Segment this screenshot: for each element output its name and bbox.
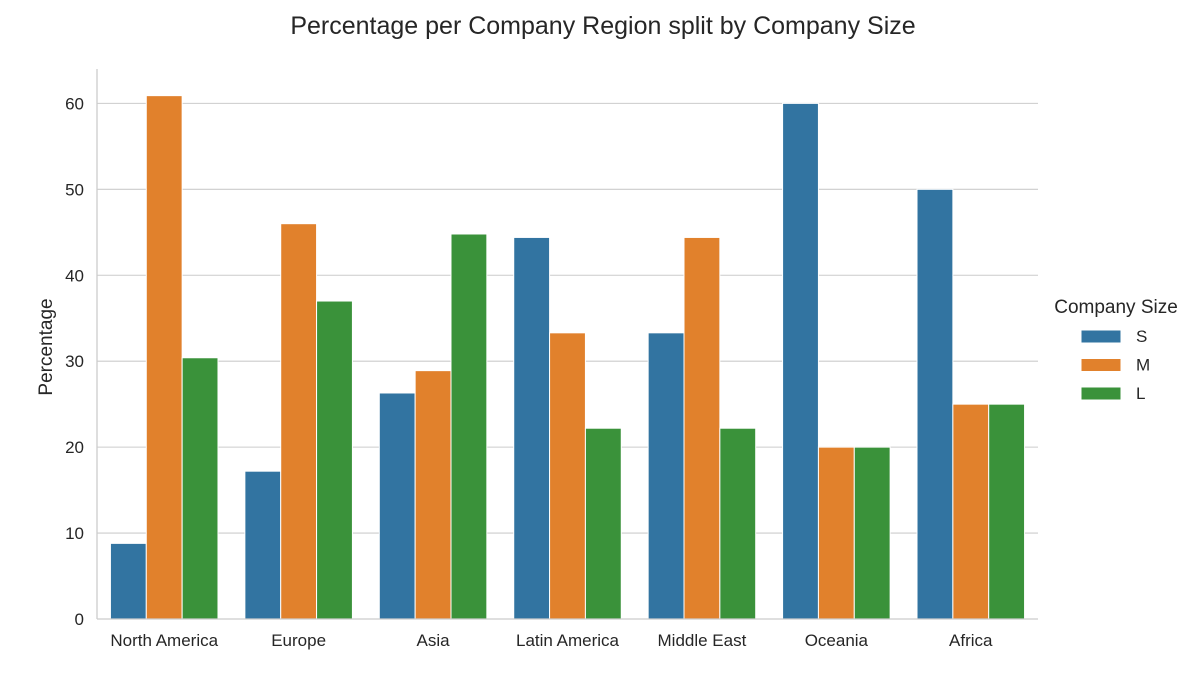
chart-title: Percentage per Company Region split by C…	[290, 12, 915, 40]
bar-S-6	[916, 188, 954, 620]
x-tick-label: Europe	[271, 631, 326, 650]
bar-M-6	[952, 403, 990, 620]
y-tick-label: 60	[65, 94, 84, 113]
x-tick-labels: North America Europe Asia Latin America Midd…	[110, 631, 993, 650]
bar-L-1	[316, 300, 353, 620]
y-axis-label: Percentage	[36, 298, 57, 395]
legend-swatch-L	[1080, 386, 1122, 401]
legend-label-M: M	[1136, 356, 1150, 375]
bar-M-5	[817, 446, 855, 620]
bar-L-0	[181, 357, 219, 620]
axes	[96, 69, 1038, 620]
bar-L-3	[584, 427, 622, 620]
bar-M-0	[145, 95, 183, 620]
legend-swatch-M	[1080, 358, 1122, 372]
bar-L-2	[450, 233, 488, 620]
y-tick-label: 40	[65, 266, 84, 285]
bar-M-3	[549, 332, 586, 620]
x-tick-label: Africa	[949, 631, 993, 650]
x-tick-label: Asia	[417, 631, 451, 650]
y-tick-label: 0	[75, 610, 84, 629]
x-tick-label: North America	[110, 631, 218, 650]
bar-M-4	[683, 236, 721, 620]
bars	[109, 95, 1026, 620]
legend-label-S: S	[1136, 327, 1147, 346]
legend: Company Size SML	[1054, 297, 1178, 403]
bar-M-1	[280, 223, 318, 620]
x-tick-label: Middle East	[658, 631, 747, 650]
bar-L-6	[988, 403, 1026, 620]
bar-S-2	[378, 392, 416, 620]
bar-S-0	[109, 542, 147, 620]
legend-title: Company Size	[1054, 297, 1178, 318]
bar-S-4	[647, 332, 685, 620]
x-tick-label: Oceania	[805, 631, 869, 650]
y-tick-label: 20	[65, 438, 84, 457]
y-tick-label: 50	[65, 180, 84, 199]
bar-S-1	[244, 470, 282, 620]
y-tick-label: 30	[65, 352, 84, 371]
x-tick-label: Latin America	[516, 631, 620, 650]
bar-L-5	[853, 446, 891, 620]
legend-swatch-S	[1080, 329, 1122, 344]
bar-L-4	[719, 427, 757, 620]
bar-S-3	[513, 236, 551, 620]
bar-M-2	[414, 370, 452, 620]
bar-S-5	[782, 102, 819, 620]
y-tick-labels: 0 10 20 30 40 50 60	[65, 94, 84, 629]
legend-label-L: L	[1136, 384, 1145, 403]
y-tick-label: 10	[65, 524, 84, 543]
